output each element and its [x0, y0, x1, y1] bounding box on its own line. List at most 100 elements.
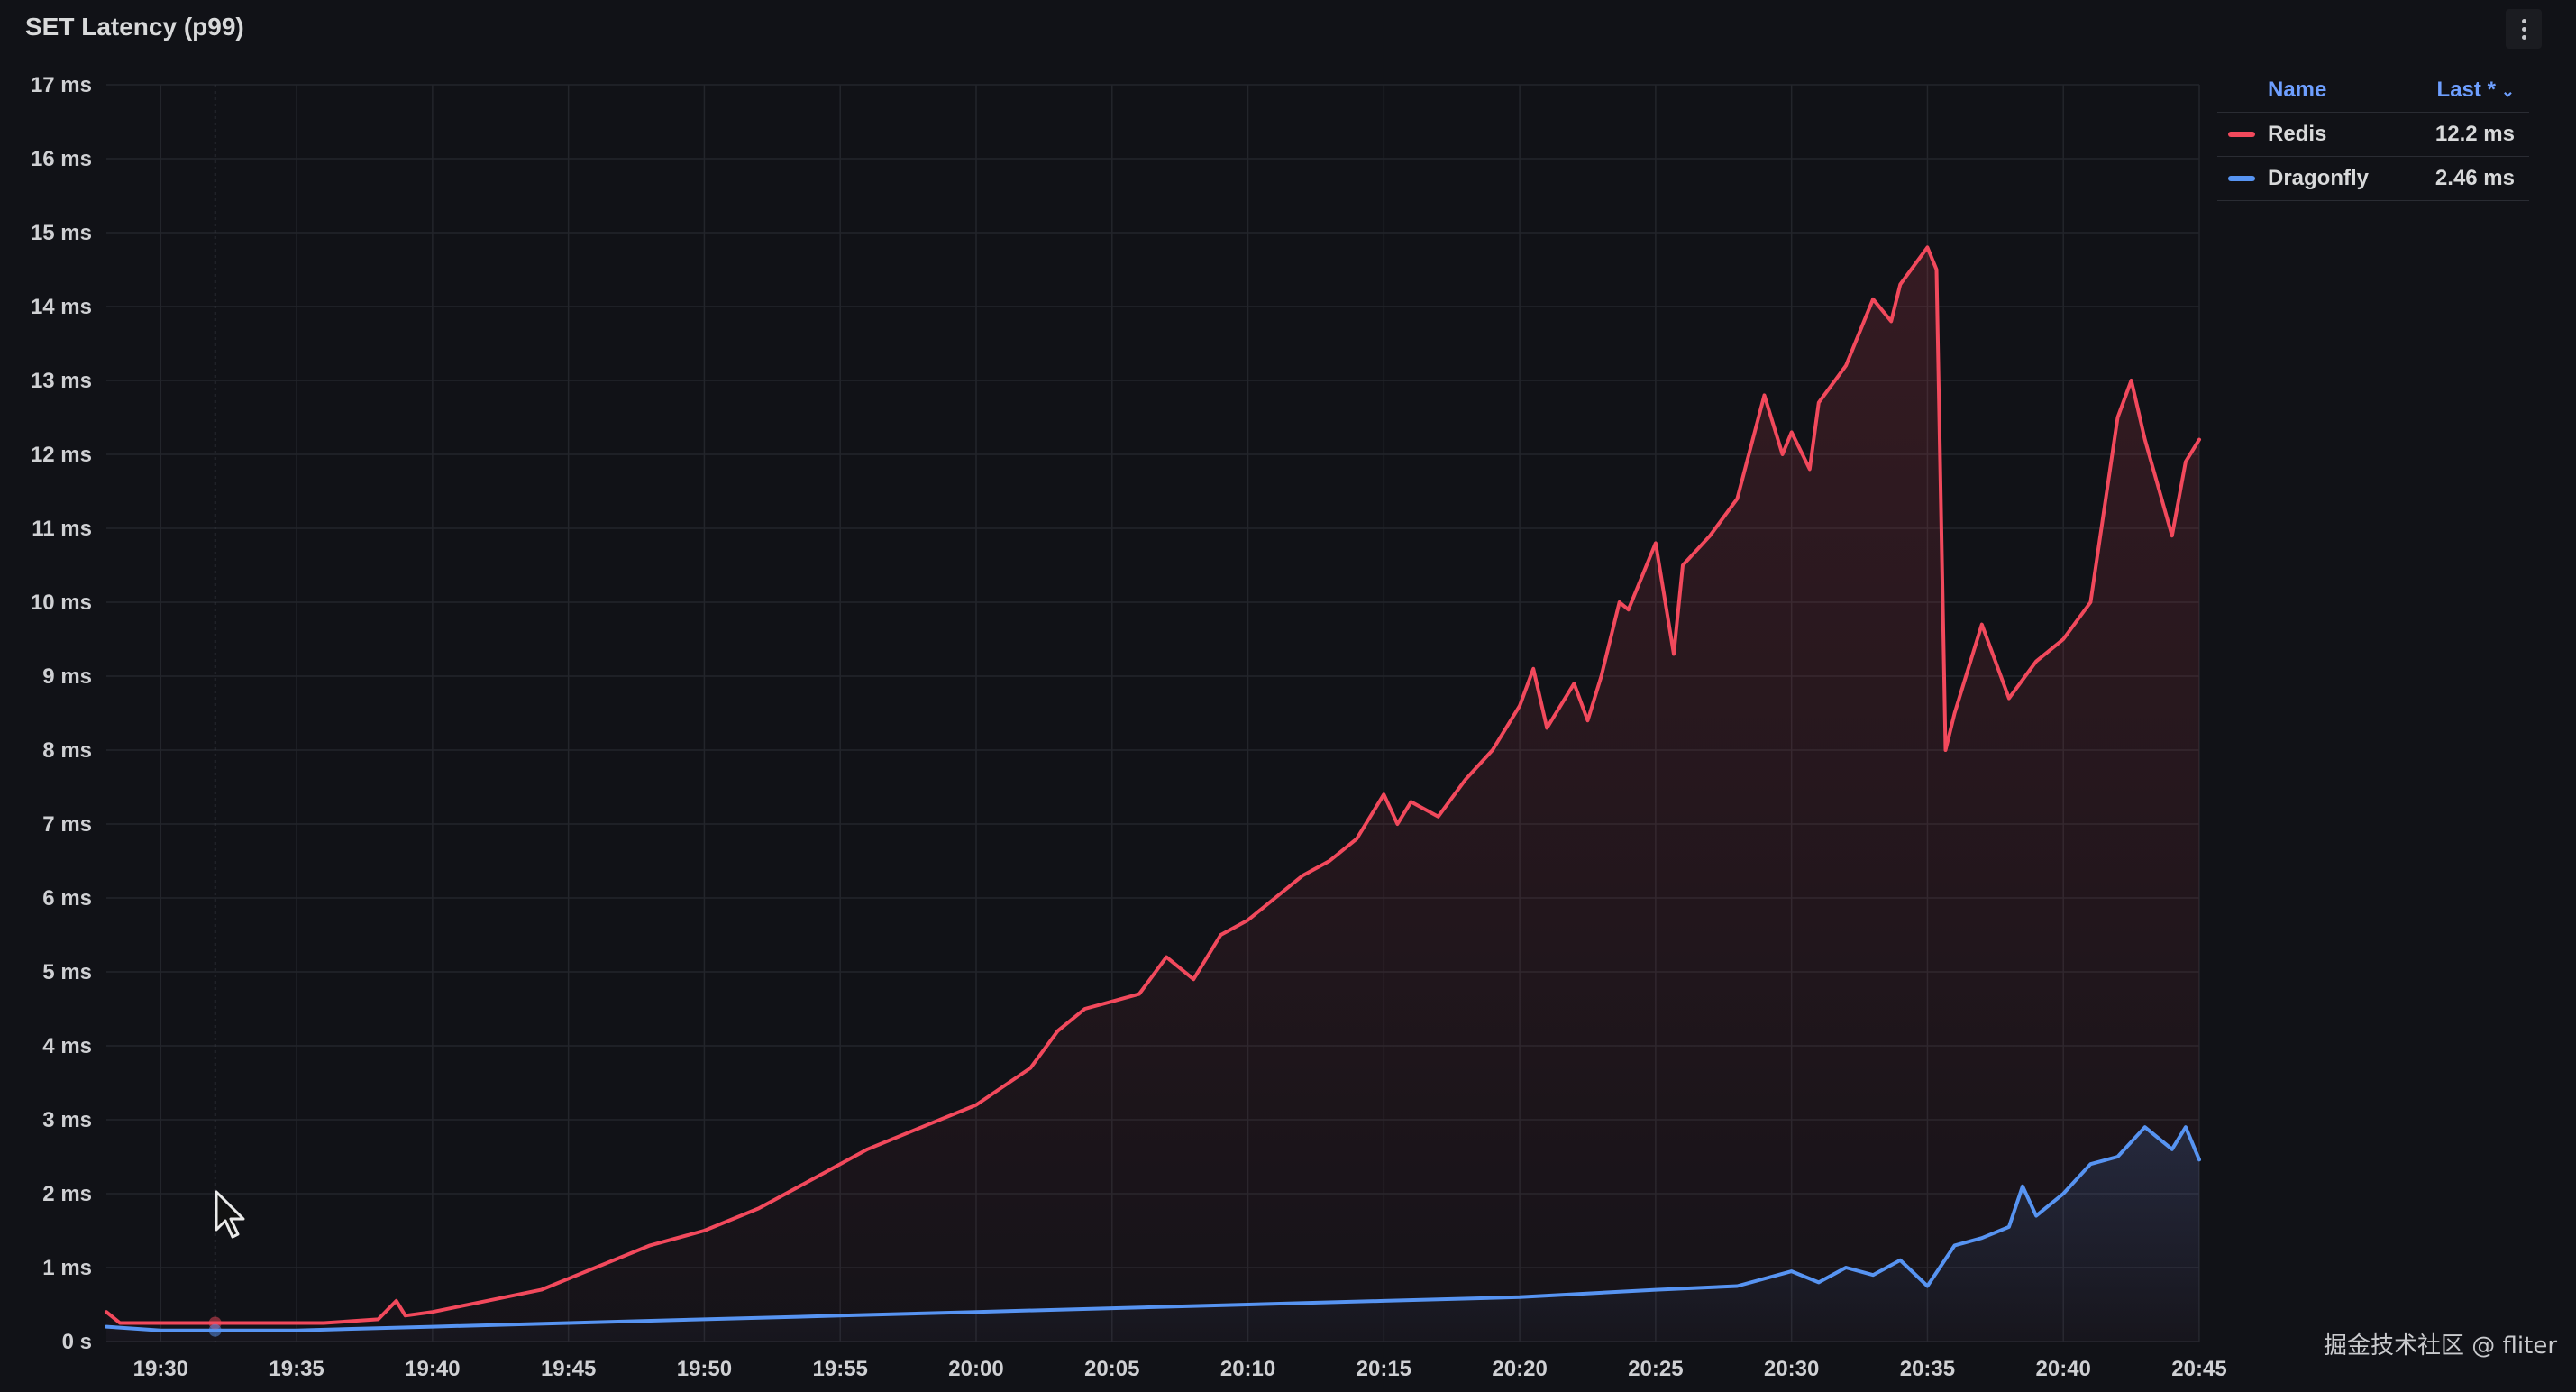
data-point-redis	[1274, 898, 1275, 899]
data-point-dragonfly	[2117, 1157, 2118, 1158]
y-tick-label: 5 ms	[42, 960, 92, 984]
kebab-dot-icon	[2521, 18, 2526, 23]
data-point-dragonfly	[1520, 1296, 1521, 1297]
y-tick-label: 17 ms	[31, 73, 92, 97]
y-tick-label: 4 ms	[42, 1034, 92, 1058]
data-point-redis	[2144, 439, 2145, 440]
data-point-redis	[704, 1231, 705, 1232]
data-point-redis	[975, 1104, 976, 1105]
y-tick-label: 10 ms	[31, 591, 92, 615]
kebab-dot-icon	[2521, 26, 2526, 32]
data-point-redis	[758, 1208, 759, 1209]
data-point-redis	[1465, 779, 1466, 780]
data-point-redis	[1945, 750, 1946, 751]
series-line-dragonfly	[105, 1125, 2201, 1332]
x-tick-label: 20:00	[948, 1357, 1003, 1381]
data-point-redis	[1397, 824, 1398, 825]
data-point-redis	[1587, 720, 1588, 721]
y-tick-label: 1 ms	[42, 1256, 92, 1280]
data-point-dragonfly	[1981, 1238, 1982, 1239]
data-point-dragonfly	[1873, 1275, 1874, 1276]
y-tick-label: 9 ms	[42, 664, 92, 689]
series-area-redis	[106, 247, 2199, 1342]
data-point-redis	[1220, 935, 1221, 936]
data-point-dragonfly	[704, 1319, 705, 1320]
x-tick-label: 20:05	[1084, 1357, 1139, 1381]
data-point-redis	[1791, 432, 1792, 433]
y-tick-label: 15 ms	[31, 221, 92, 245]
panel-menu-button[interactable]	[2506, 9, 2542, 49]
x-tick-label: 19:55	[813, 1357, 868, 1381]
legend: Name Last * ⌄ Redis 12.2 ms Dragonfly 2.4…	[2217, 67, 2529, 201]
legend-name-header[interactable]: Name	[2268, 78, 2327, 102]
series-line-redis	[105, 245, 2201, 1325]
data-point-dragonfly	[432, 1326, 433, 1327]
data-point-dragonfly	[2199, 1159, 2200, 1160]
data-point-redis	[1900, 284, 1901, 285]
x-tick-label: 20:30	[1764, 1357, 1819, 1381]
x-tick-label: 20:45	[2171, 1357, 2226, 1381]
data-point-redis	[1084, 1009, 1085, 1010]
data-point-redis	[1619, 602, 1620, 603]
kebab-dot-icon	[2521, 34, 2526, 40]
data-point-redis	[1764, 395, 1765, 396]
legend-row-redis[interactable]: Redis 12.2 ms	[2217, 113, 2529, 157]
x-tick-label: 19:45	[541, 1357, 596, 1381]
data-point-dragonfly	[1927, 1286, 1928, 1287]
y-tick-label: 3 ms	[42, 1108, 92, 1132]
data-point-redis	[2036, 661, 2037, 662]
x-tick-label: 20:40	[2036, 1357, 2091, 1381]
data-point-redis	[1329, 861, 1330, 862]
data-point-dragonfly	[2185, 1127, 2186, 1128]
data-point-redis	[1891, 321, 1892, 322]
data-point-redis	[541, 1289, 542, 1290]
data-point-dragonfly	[1900, 1259, 1901, 1260]
data-point-dragonfly	[106, 1326, 107, 1327]
data-point-redis	[487, 1300, 488, 1301]
data-point-dragonfly	[1954, 1245, 1955, 1246]
data-point-redis	[2008, 698, 2009, 699]
data-point-dragonfly	[2063, 1194, 2064, 1195]
y-tick-label: 12 ms	[31, 443, 92, 467]
data-point-redis	[1601, 676, 1602, 677]
x-tick-label: 20:35	[1900, 1357, 1955, 1381]
data-point-redis	[1111, 1001, 1112, 1002]
data-point-dragonfly	[840, 1315, 841, 1316]
data-point-redis	[1628, 609, 1629, 610]
y-tick-label: 7 ms	[42, 812, 92, 837]
data-point-redis	[396, 1300, 397, 1301]
legend-last-header[interactable]: Last * ⌄	[2436, 78, 2515, 102]
hover-marker-dragonfly	[208, 1323, 222, 1337]
data-point-redis	[1954, 713, 1955, 714]
x-tick-label: 19:35	[269, 1357, 324, 1381]
data-point-redis	[1809, 469, 1810, 470]
data-point-dragonfly	[160, 1330, 161, 1331]
data-point-redis	[1818, 402, 1819, 403]
data-point-dragonfly	[975, 1312, 976, 1313]
data-point-redis	[432, 1312, 433, 1313]
data-point-redis	[1873, 298, 1874, 299]
data-point-dragonfly	[1655, 1289, 1656, 1290]
data-point-redis	[1533, 668, 1534, 669]
panel-title: SET Latency (p99)	[25, 13, 244, 41]
x-tick-label: 19:40	[405, 1357, 460, 1381]
data-point-dragonfly	[1818, 1282, 1819, 1283]
watermark: 掘金技术社区 @ fliter	[2324, 1332, 2558, 1360]
data-point-redis	[1782, 454, 1783, 455]
y-tick-label: 6 ms	[42, 886, 92, 911]
legend-series-last: 12.2 ms	[2434, 122, 2515, 146]
legend-row-dragonfly[interactable]: Dragonfly 2.46 ms	[2217, 157, 2529, 201]
data-point-dragonfly	[2008, 1226, 2009, 1227]
data-point-redis	[1030, 1067, 1031, 1068]
data-point-dragonfly	[2090, 1164, 2091, 1165]
data-point-redis	[813, 1178, 814, 1179]
y-tick-label: 0 s	[62, 1330, 92, 1354]
x-tick-label: 20:10	[1220, 1357, 1275, 1381]
data-point-redis	[1683, 565, 1684, 566]
data-point-redis	[2131, 380, 2132, 381]
legend-series-name: Dragonfly	[2268, 166, 2370, 190]
series-area-dragonfly	[106, 1127, 2199, 1342]
redis-swatch-icon	[2228, 132, 2255, 137]
